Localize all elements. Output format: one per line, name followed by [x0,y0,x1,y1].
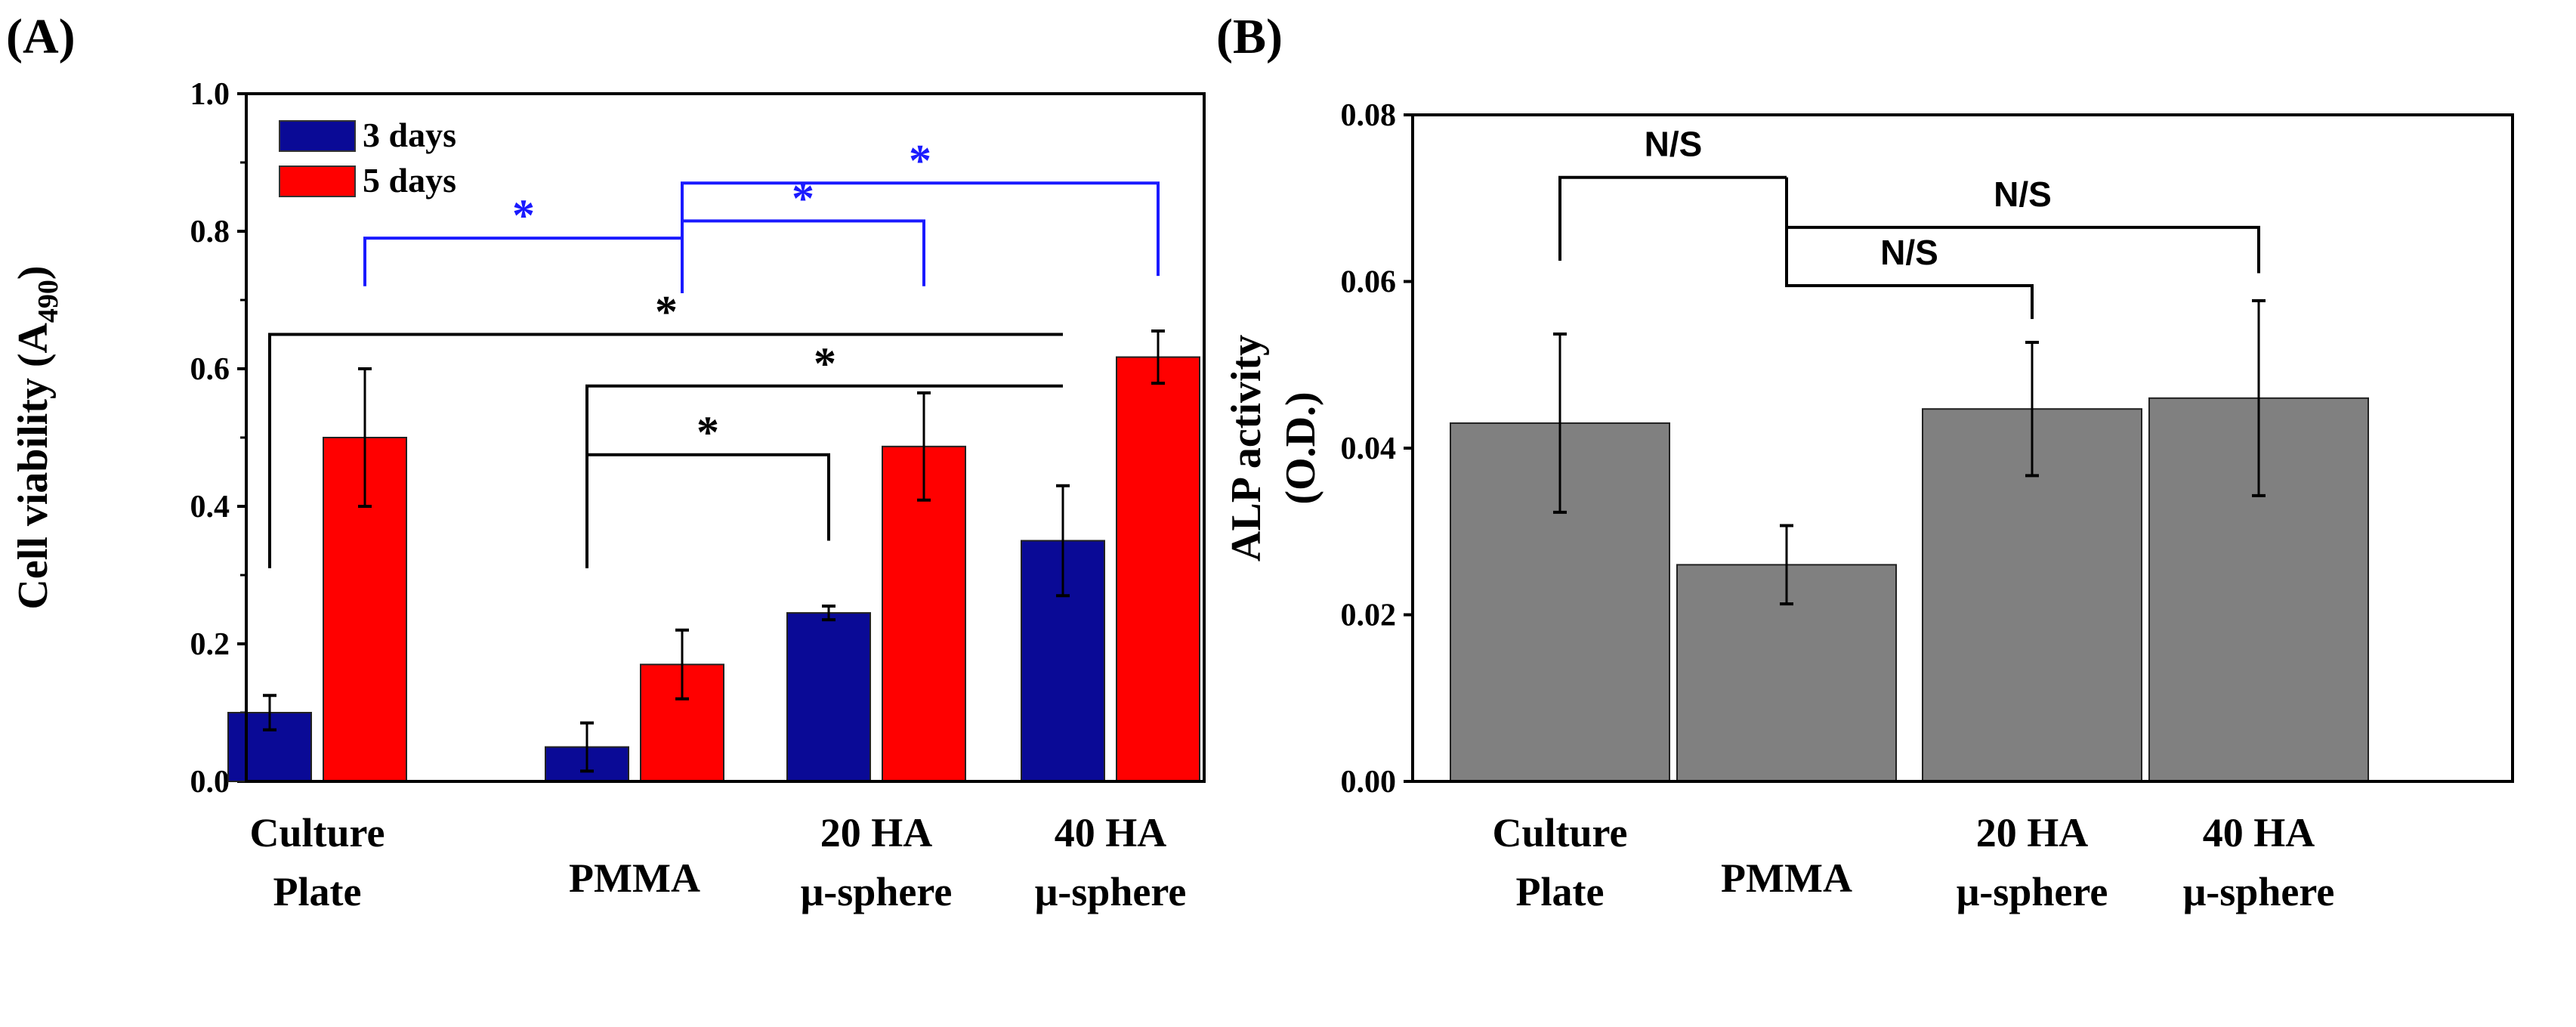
x-category-label: PMMA [569,855,700,901]
x-category-label: Culture [1492,810,1627,855]
y-axis-label: ALP activity [1223,335,1270,561]
x-category-label: 20 HA [820,810,933,855]
bar [786,612,871,782]
significance-bracket [585,384,1063,568]
legend-label: 5 days [363,161,456,200]
legend-swatch [279,165,356,197]
y-tick-label: 0.2 [190,627,230,662]
bar [882,445,966,783]
y-tick-label: 0.6 [190,352,230,387]
legend-swatch [279,120,356,152]
significance-bracket [268,333,1063,568]
x-category-label: 40 HA [2203,810,2315,855]
significance-bracket [1785,177,2034,320]
y-tick-label: 0.8 [190,215,230,249]
y-tick-label: 1.0 [190,77,230,112]
plot-frame [1411,113,2514,783]
significance-bracket [585,453,830,568]
significance-label: N/S [1880,233,1938,272]
panel-label: (A) [6,9,76,64]
significance-label: * [512,190,535,240]
significance-bracket [363,237,684,293]
y-axis-label: Cell viability (A490) [10,265,64,609]
significance-bracket [1558,175,1787,261]
x-category-label: 40 HA [1055,810,1167,855]
significance-label: * [792,173,814,223]
significance-label: N/S [1994,175,2052,214]
y-tick-label: 0.00 [1341,765,1397,800]
significance-label: * [697,407,719,457]
significance-label: * [655,287,678,337]
significance-label: N/S [1645,125,1703,164]
y-tick-label: 0.02 [1341,599,1397,633]
x-category-label: μ-sphere [1957,869,2108,914]
x-category-label: μ-sphere [801,869,953,914]
bar [1116,356,1200,782]
x-category-label: Plate [273,869,362,914]
significance-label: * [814,339,836,388]
significance-bracket [681,181,1160,293]
x-category-label: 20 HA [1976,810,2089,855]
y-axis-label-line2: (O.D.) [1277,391,1324,504]
y-axis-label-subscript: 490 [32,280,64,323]
x-category-label: PMMA [1721,855,1852,901]
significance-bracket [681,219,925,293]
x-category-label: Culture [249,810,385,855]
y-tick-label: 0.04 [1341,432,1397,466]
y-tick-label: 0.0 [190,765,230,800]
y-axis-label-close: ) [10,265,57,280]
x-category-label: Plate [1516,869,1605,914]
x-category-label: μ-sphere [1035,869,1187,914]
panel-label: (B) [1216,9,1283,64]
significance-label: * [909,135,931,185]
y-tick-label: 0.08 [1341,98,1397,133]
y-tick-label: 0.4 [190,490,230,524]
legend-label: 3 days [363,116,456,154]
x-category-label: μ-sphere [2183,869,2335,914]
y-tick-label: 0.06 [1341,265,1397,300]
plot-frame [245,92,1206,783]
y-axis-label-main: Cell viability (A [10,323,57,610]
